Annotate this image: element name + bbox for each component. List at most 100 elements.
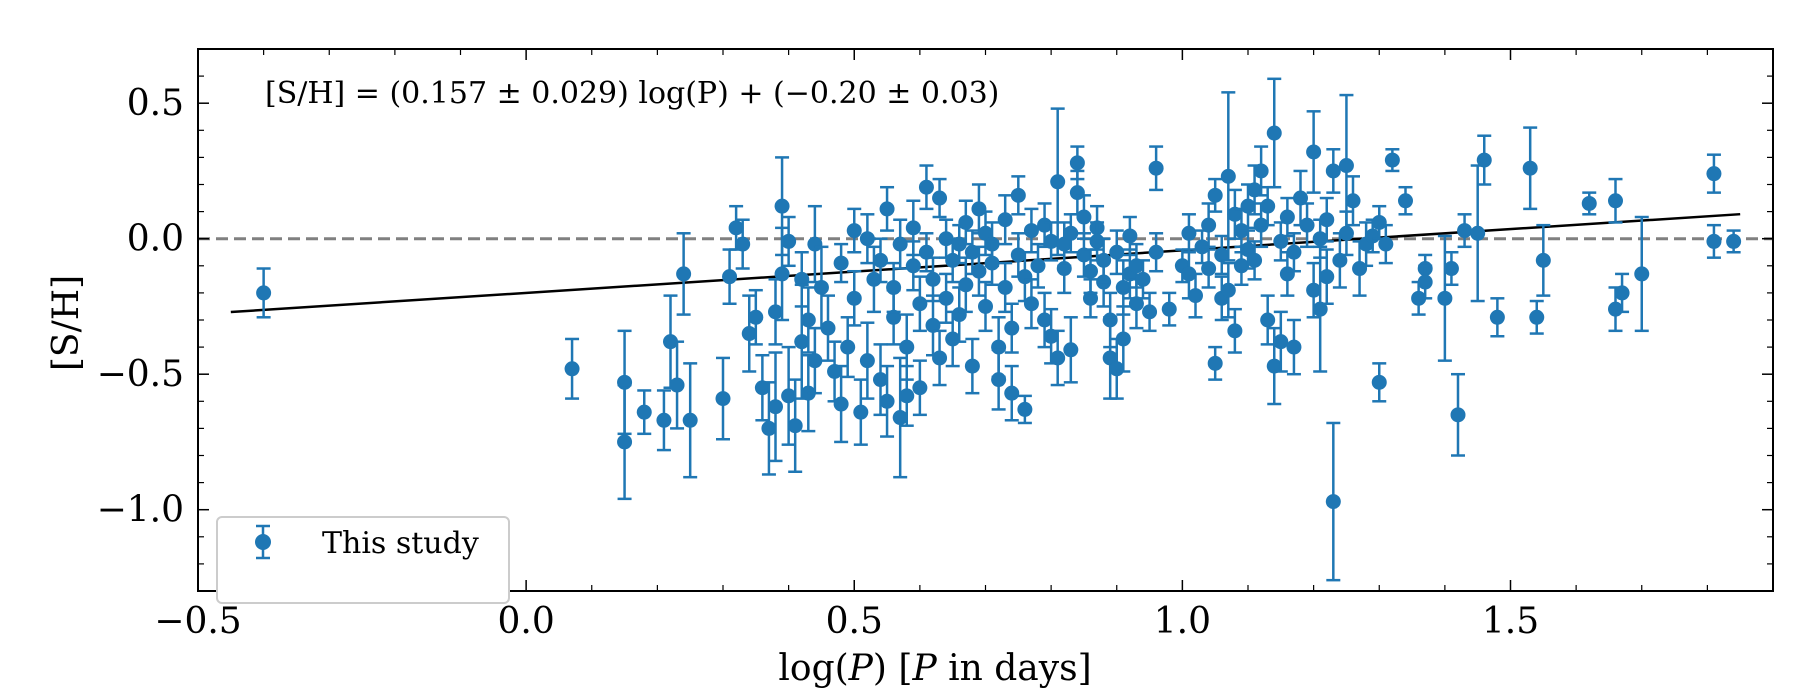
point-marker (1050, 350, 1066, 366)
data-point (1260, 294, 1276, 346)
point-marker (1457, 223, 1473, 239)
point-marker (1476, 152, 1492, 168)
data-point (873, 237, 888, 284)
point-marker (951, 307, 967, 323)
point-marker (1220, 168, 1236, 184)
data-point (1017, 394, 1033, 425)
point-marker (1247, 182, 1263, 198)
point-marker (1148, 244, 1164, 260)
data-point (1726, 229, 1742, 254)
data-point (833, 364, 849, 444)
point-marker (991, 372, 1007, 388)
point-marker (1142, 304, 1158, 320)
data-point (912, 275, 928, 333)
point-marker (827, 363, 843, 379)
point-marker (774, 198, 790, 214)
point-marker (761, 420, 777, 436)
data-point (1378, 223, 1394, 265)
point-marker (1181, 225, 1197, 241)
data-point (1050, 329, 1066, 387)
point-marker (807, 353, 823, 369)
point-marker (1338, 225, 1354, 241)
point-marker (859, 353, 875, 369)
data-point (1450, 372, 1466, 457)
point-marker (899, 339, 915, 355)
point-marker (1306, 144, 1322, 160)
point-marker (859, 231, 875, 247)
data-point (925, 256, 941, 303)
data-point (800, 286, 816, 354)
point-marker (1247, 252, 1263, 268)
data-point (1142, 291, 1158, 333)
data-point (1443, 251, 1459, 287)
data-point (1371, 362, 1387, 403)
point-marker (918, 179, 934, 195)
data-point (892, 218, 908, 270)
point-marker (932, 350, 948, 366)
point-marker (1437, 290, 1453, 306)
point-marker (925, 271, 941, 287)
data-point (964, 337, 980, 395)
point-marker (1004, 320, 1020, 336)
point-marker (899, 388, 915, 404)
y-tick-label: 0.5 (127, 83, 184, 124)
point-marker (800, 312, 816, 328)
point-marker (636, 404, 652, 420)
data-point (617, 383, 633, 501)
data-point (1325, 148, 1341, 194)
point-marker (1489, 309, 1505, 325)
data-point (899, 364, 915, 427)
point-marker (1279, 209, 1295, 225)
point-marker (886, 279, 902, 295)
data-point (833, 242, 849, 284)
point-marker (768, 304, 783, 320)
data-point (1299, 202, 1315, 249)
point-marker (866, 271, 882, 287)
point-marker (938, 290, 954, 306)
data-point (1004, 364, 1020, 422)
point-marker (1260, 312, 1276, 328)
point-marker (1115, 331, 1131, 347)
data-point (682, 362, 698, 479)
data-point (1279, 196, 1295, 238)
point-marker (1338, 158, 1354, 174)
point-marker (879, 201, 895, 217)
point-marker (676, 266, 692, 282)
point-marker (958, 214, 974, 230)
point-marker (1188, 288, 1203, 304)
point-marker (1614, 285, 1630, 301)
point-marker (1398, 193, 1413, 209)
point-marker (1214, 247, 1230, 263)
data-point (1398, 185, 1413, 216)
point-marker (1312, 301, 1328, 317)
point-marker (912, 296, 928, 312)
point-marker (1352, 261, 1368, 277)
point-marker (1076, 209, 1092, 225)
point-marker (1706, 233, 1722, 249)
data-point (1345, 175, 1361, 227)
point-marker (1233, 258, 1249, 274)
data-point (1109, 229, 1125, 276)
data-point (1122, 215, 1138, 257)
point-marker (840, 339, 856, 355)
point-marker (564, 361, 580, 377)
point-marker (1293, 190, 1308, 206)
point-marker (1083, 263, 1098, 279)
data-point (256, 267, 272, 319)
data-point (820, 294, 836, 362)
point-marker (1279, 266, 1295, 282)
point-marker (1634, 266, 1650, 282)
point-marker (1102, 350, 1118, 366)
point-marker (1037, 217, 1053, 233)
point-marker (1535, 252, 1551, 268)
data-point (781, 215, 797, 268)
data-point (768, 351, 783, 463)
point-marker (741, 326, 757, 342)
data-point (1489, 297, 1505, 338)
point-marker (879, 393, 895, 409)
data-point (636, 389, 652, 436)
data-point (905, 199, 921, 257)
data-point (846, 207, 862, 254)
data-point (1457, 213, 1473, 249)
